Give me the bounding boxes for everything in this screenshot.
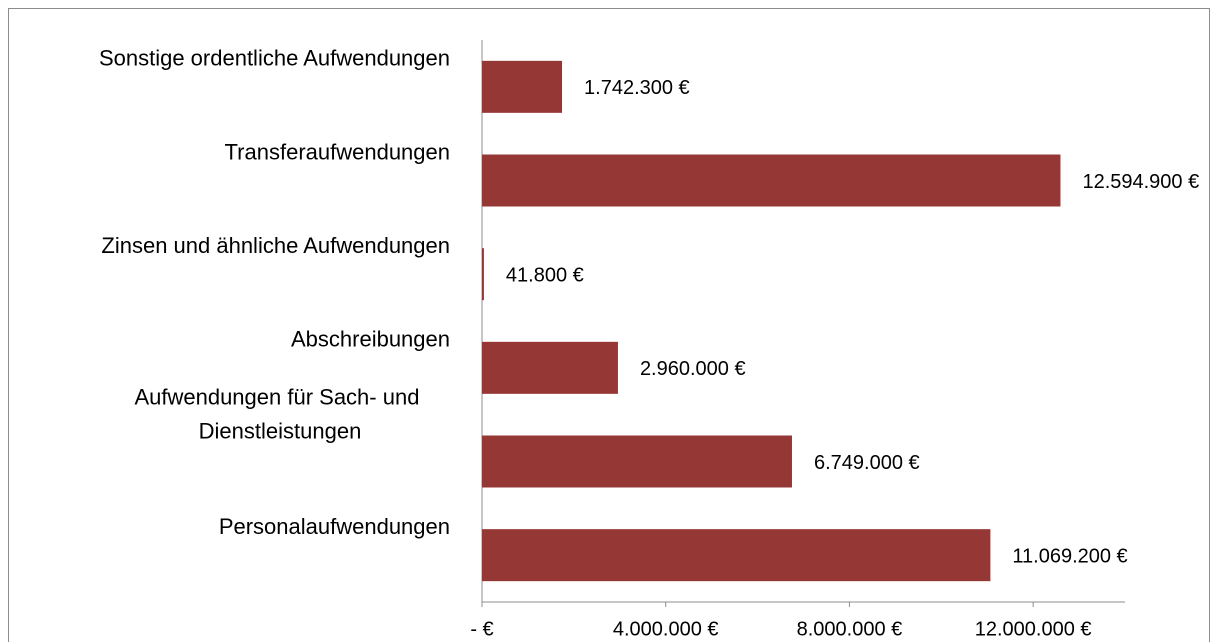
y-tick-label: Personalaufwendungen [219,514,450,539]
value-label: 2.960.000 € [640,358,746,380]
value-label: 11.069.200 € [1012,545,1127,567]
bar [482,529,991,582]
bar [482,154,1061,207]
y-tick-label: Abschreibungen [291,327,450,352]
x-tick-label: 4.000.000 € [613,618,719,640]
x-tick-label: 8.000.000 € [797,618,903,640]
bar [482,60,563,113]
bar [482,341,618,394]
value-label: 1.742.300 € [584,77,690,99]
value-label: 41.800 € [506,264,584,286]
value-label: 12.594.900 € [1082,171,1199,193]
y-tick-label: Sonstige ordentliche Aufwendungen [99,46,450,71]
x-tick-label: 12.000.000 € [975,618,1092,640]
y-tick-label: Zinsen und ähnliche Aufwendungen [101,233,450,258]
bar [482,248,484,301]
bar [482,435,792,488]
y-tick-label: Transferaufwendungen [225,139,450,164]
value-label: 6.749.000 € [814,452,920,474]
y-tick-label: Aufwendungen für Sach- und Dienstleistun… [134,384,425,443]
x-tick-label: - € [470,618,493,640]
chart-frame [8,8,1210,642]
